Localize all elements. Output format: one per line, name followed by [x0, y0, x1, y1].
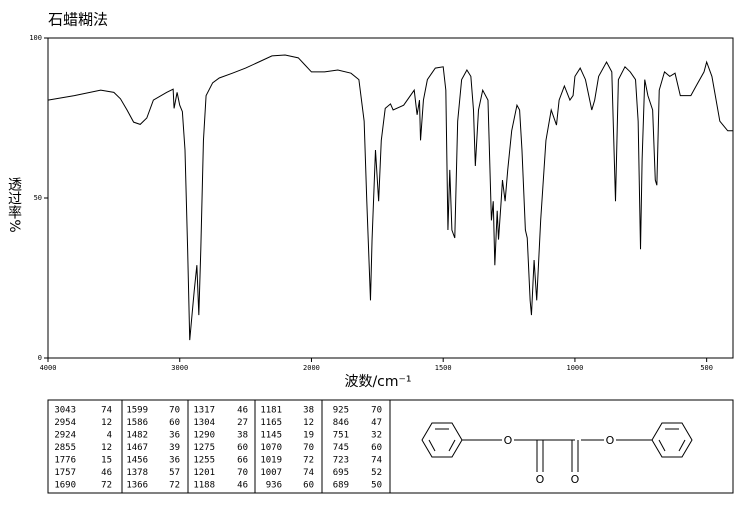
peak-transmittance: 72: [303, 456, 314, 466]
peak-transmittance: 46: [237, 481, 248, 491]
peak-transmittance: 4: [107, 431, 112, 441]
peak-transmittance: 36: [169, 431, 180, 441]
peak-wavenumber: 2924: [54, 431, 76, 441]
peak-transmittance: 36: [169, 456, 180, 466]
table-lines: [121, 400, 391, 493]
peak-wavenumber: 1776: [54, 456, 76, 466]
peak-wavenumber: 1366: [126, 481, 148, 491]
x-tick-label: 500: [700, 364, 713, 372]
peak-wavenumber: 1456: [126, 456, 148, 466]
peak-wavenumber: 745: [333, 443, 349, 453]
peak-transmittance: 70: [303, 443, 314, 453]
peak-transmittance: 46: [237, 406, 248, 416]
peak-transmittance: 12: [101, 443, 112, 453]
x-tick-label: 4000: [40, 364, 57, 372]
plot-frame: [47, 37, 734, 359]
peak-wavenumber: 1317: [193, 406, 215, 416]
peak-wavenumber: 1165: [260, 418, 282, 428]
peak-wavenumber: 1304: [193, 418, 215, 428]
peak-transmittance: 57: [169, 468, 180, 478]
peak-transmittance: 70: [169, 406, 180, 416]
peak-wavenumber: 1181: [260, 406, 282, 416]
peak-transmittance: 70: [371, 406, 382, 416]
atom-label: O: [571, 473, 580, 486]
x-tick-label: 2000: [303, 364, 320, 372]
peak-transmittance: 70: [237, 468, 248, 478]
peak-wavenumber: 1599: [126, 406, 148, 416]
peak-transmittance: 15: [101, 456, 112, 466]
peak-wavenumber: 1145: [260, 431, 282, 441]
peak-wavenumber: 1255: [193, 456, 215, 466]
peak-transmittance: 38: [237, 431, 248, 441]
peak-wavenumber: 751: [333, 431, 349, 441]
peak-wavenumber: 1290: [193, 431, 215, 441]
peak-wavenumber: 846: [333, 418, 349, 428]
structure-drawing: [421, 422, 693, 472]
y-axis-label: 透过率%: [6, 177, 22, 232]
peak-wavenumber: 689: [333, 481, 349, 491]
peak-transmittance: 60: [169, 418, 180, 428]
peak-wavenumber: 2954: [54, 418, 76, 428]
atom-label: O: [504, 434, 513, 447]
peak-transmittance: 74: [371, 456, 382, 466]
peak-transmittance: 47: [371, 418, 382, 428]
peak-transmittance: 12: [101, 418, 112, 428]
peak-wavenumber: 2855: [54, 443, 76, 453]
peak-transmittance: 60: [303, 481, 314, 491]
x-axis-label: 波数/cm⁻¹: [344, 374, 411, 390]
peak-transmittance: 46: [101, 468, 112, 478]
peak-wavenumber: 1201: [193, 468, 215, 478]
peak-transmittance: 72: [101, 481, 112, 491]
x-tick-label: 1500: [435, 364, 452, 372]
peak-wavenumber: 936: [266, 481, 282, 491]
peak-transmittance: 50: [371, 481, 382, 491]
peak-wavenumber: 1019: [260, 456, 282, 466]
peak-transmittance: 74: [303, 468, 314, 478]
spectrum-line: [47, 54, 733, 341]
peak-wavenumber: 1378: [126, 468, 148, 478]
peak-transmittance: 72: [169, 481, 180, 491]
peak-transmittance: 32: [371, 431, 382, 441]
atom-label: O: [536, 473, 545, 486]
peak-transmittance: 60: [371, 443, 382, 453]
peak-wavenumber: 1586: [126, 418, 148, 428]
atom-label: O: [606, 434, 615, 447]
x-tick-label: 1000: [566, 364, 583, 372]
peak-transmittance: 39: [169, 443, 180, 453]
peak-wavenumber: 1482: [126, 431, 148, 441]
peak-transmittance: 60: [237, 443, 248, 453]
peak-wavenumber: 1275: [193, 443, 215, 453]
y-tick-label: 100: [29, 34, 42, 42]
peak-transmittance: 74: [101, 406, 112, 416]
peak-wavenumber: 695: [333, 468, 349, 478]
y-tick-label: 50: [34, 194, 42, 202]
peak-wavenumber: 1690: [54, 481, 76, 491]
peak-wavenumber: 925: [333, 406, 349, 416]
peak-transmittance: 12: [303, 418, 314, 428]
peak-transmittance: 66: [237, 456, 248, 466]
peak-transmittance: 19: [303, 431, 314, 441]
peak-wavenumber: 1757: [54, 468, 76, 478]
peak-wavenumber: 3043: [54, 406, 76, 416]
peak-wavenumber: 1188: [193, 481, 215, 491]
peak-wavenumber: 1467: [126, 443, 148, 453]
chart-title: 石蜡糊法: [48, 11, 108, 29]
peak-transmittance: 27: [237, 418, 248, 428]
peak-wavenumber: 723: [333, 456, 349, 466]
peak-wavenumber: 1007: [260, 468, 282, 478]
peak-transmittance: 38: [303, 406, 314, 416]
y-tick-label: 0: [38, 354, 42, 362]
x-tick-label: 3000: [171, 364, 188, 372]
peak-transmittance: 52: [371, 468, 382, 478]
peak-wavenumber: 1070: [260, 443, 282, 453]
